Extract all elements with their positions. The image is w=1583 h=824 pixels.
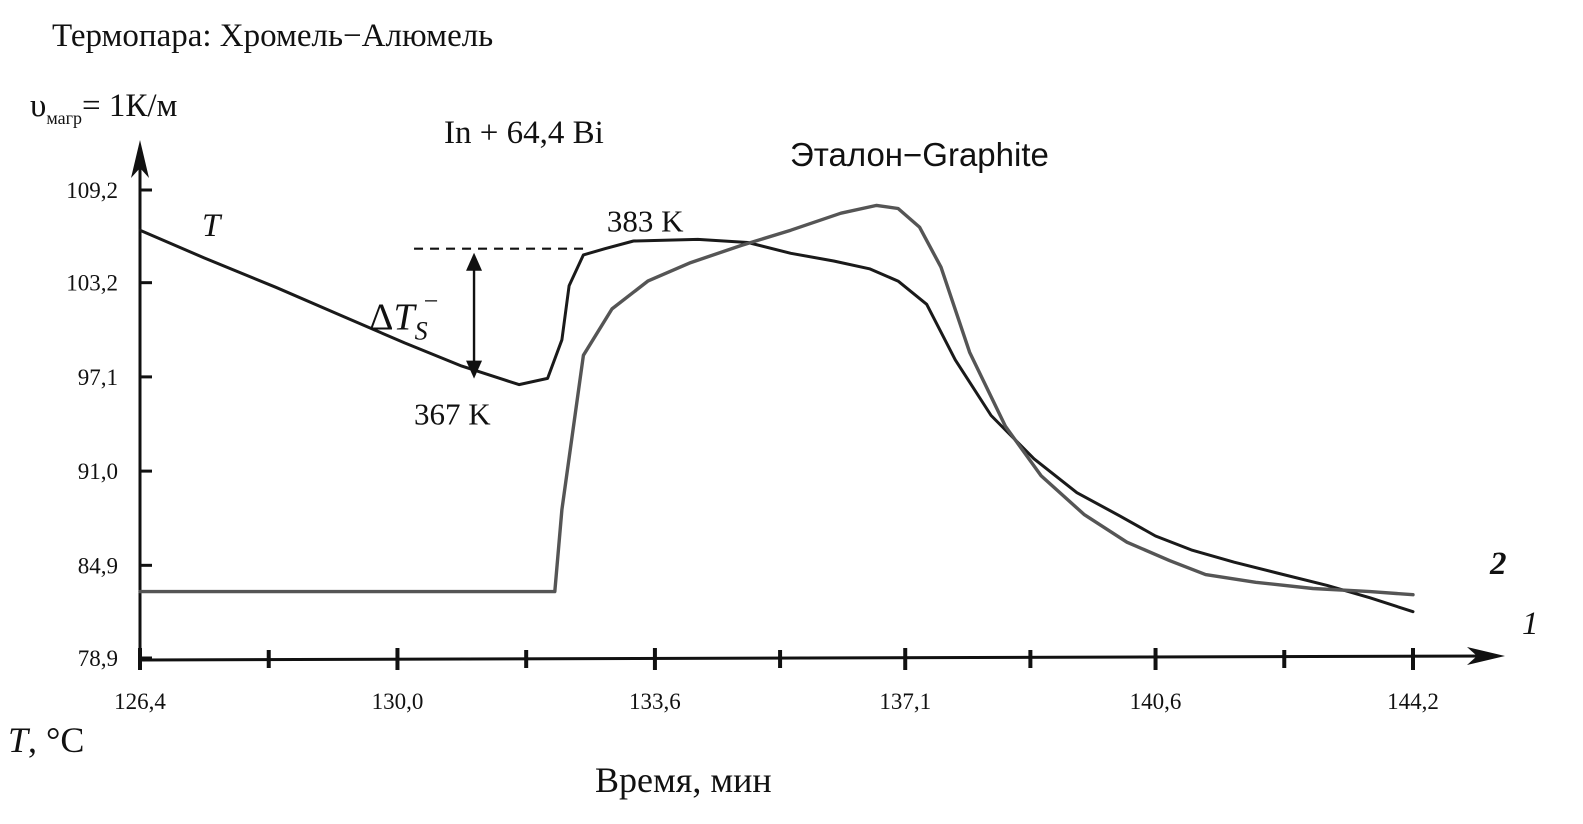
y-tick-label: 91,0: [78, 459, 118, 484]
y-tick-label: 103,2: [66, 271, 118, 296]
series-line-2: [138, 203, 1415, 597]
x-tick-label: 133,6: [629, 689, 681, 714]
curve-1-label: 1: [1522, 606, 1539, 642]
x-axis-line: [139, 654, 1496, 662]
y-axis-unit: , °C: [28, 720, 84, 760]
delta-sup: −: [424, 287, 439, 316]
high-point-label: 383 K: [607, 204, 684, 239]
y-axis-symbol: T: [8, 720, 31, 760]
x-tick-label: 130,0: [372, 689, 424, 714]
y-axis-arrow: [131, 140, 149, 178]
heating-rate: υмагр= 1К/м: [30, 88, 178, 128]
x-tick-label: 126,4: [114, 689, 166, 714]
x-tick-label: 137,1: [879, 689, 931, 714]
annotations: ΔTS− 367 K 383 K T 1 2: [202, 204, 1539, 642]
x-minor-ticks: [266, 650, 1287, 668]
y-ticks: 78,9 84,9 91,0 97,1 103,2 109,2: [66, 178, 152, 671]
rate-symbol: υ: [30, 88, 46, 124]
delta-sub: S: [415, 317, 428, 346]
series-group: [138, 203, 1415, 614]
y-tick-label: 84,9: [78, 553, 118, 578]
delta-ts-label: ΔTS−: [369, 287, 438, 346]
x-axis-arrow: [1467, 647, 1505, 665]
rate-subscript: магр: [46, 108, 82, 128]
series-line-T: [138, 228, 1415, 614]
low-point-label: 367 K: [414, 397, 491, 432]
x-ticks: 126,4 130,0 133,6 137,1 140,6 144,2: [114, 648, 1439, 714]
y-tick-label: 78,9: [78, 646, 118, 671]
y-axis-title: T, °C: [8, 720, 84, 760]
x-tick-label: 144,2: [1387, 689, 1439, 714]
rate-value: = 1К/м: [82, 88, 178, 124]
delta-t: T: [393, 297, 417, 339]
delta-arrow-head-top: [466, 252, 483, 271]
delta-symbol: Δ: [369, 297, 393, 339]
thermocouple-title: Термопара: Хромель−Алюмель: [52, 18, 493, 54]
y-tick-label: 109,2: [66, 178, 118, 203]
reference-label: Эталон−Graphite: [790, 136, 1049, 173]
curve-2-label: 2: [1489, 546, 1507, 582]
axes: [131, 140, 1505, 665]
y-tick-label: 97,1: [78, 365, 118, 390]
x-axis-title: Время, мин: [595, 760, 772, 800]
delta-arrow-head-bottom: [466, 360, 483, 379]
curve-t-label: T: [202, 208, 223, 244]
sample-label: In + 64,4 Bi: [444, 115, 604, 151]
x-tick-label: 140,6: [1130, 689, 1182, 714]
